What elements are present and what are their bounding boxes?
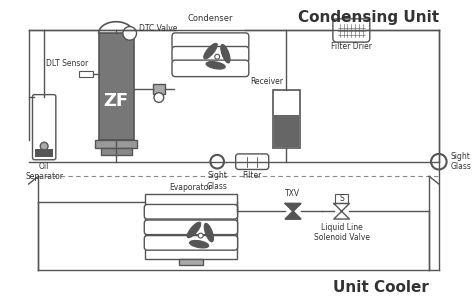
FancyBboxPatch shape xyxy=(144,236,237,250)
Text: Sight
Glass: Sight Glass xyxy=(207,172,228,191)
Circle shape xyxy=(123,27,137,40)
Bar xyxy=(335,194,348,204)
Text: DTC Valve: DTC Valve xyxy=(139,24,178,33)
Circle shape xyxy=(210,155,224,169)
Text: Sight
Glass: Sight Glass xyxy=(450,152,471,172)
Text: DLT Sensor: DLT Sensor xyxy=(46,59,89,68)
Ellipse shape xyxy=(190,240,209,248)
Text: Condenser: Condenser xyxy=(188,14,233,23)
Circle shape xyxy=(431,154,447,169)
FancyBboxPatch shape xyxy=(144,204,237,219)
FancyBboxPatch shape xyxy=(144,220,237,235)
FancyBboxPatch shape xyxy=(172,33,249,50)
Bar xyxy=(179,259,202,265)
Circle shape xyxy=(40,142,48,150)
Bar xyxy=(99,34,134,140)
Bar xyxy=(145,194,237,259)
Text: Filter: Filter xyxy=(243,172,262,180)
Bar xyxy=(100,148,132,155)
Circle shape xyxy=(215,54,219,59)
Ellipse shape xyxy=(204,223,213,242)
Polygon shape xyxy=(285,204,301,219)
Bar xyxy=(95,140,137,148)
FancyBboxPatch shape xyxy=(333,19,370,42)
Bar xyxy=(273,115,299,147)
Text: Oil
Separator: Oil Separator xyxy=(25,162,63,181)
Text: Receiver: Receiver xyxy=(250,77,283,86)
Text: Condensing Unit: Condensing Unit xyxy=(298,10,439,25)
Text: S: S xyxy=(339,194,344,203)
Ellipse shape xyxy=(206,62,225,69)
Bar xyxy=(273,90,300,148)
Text: Unit Cooler: Unit Cooler xyxy=(333,280,428,294)
Text: Liquid Line
Solenoid Valve: Liquid Line Solenoid Valve xyxy=(314,223,370,242)
FancyBboxPatch shape xyxy=(172,47,249,63)
Bar xyxy=(79,71,93,77)
FancyBboxPatch shape xyxy=(236,154,269,169)
Text: Filter Drier: Filter Drier xyxy=(331,42,372,51)
FancyBboxPatch shape xyxy=(172,60,249,77)
Circle shape xyxy=(198,233,203,238)
Text: ZF: ZF xyxy=(103,92,128,111)
Bar xyxy=(153,84,164,94)
Text: TXV: TXV xyxy=(285,189,301,198)
Circle shape xyxy=(154,93,164,102)
Text: Evaporator: Evaporator xyxy=(170,183,212,192)
Ellipse shape xyxy=(204,43,217,59)
Ellipse shape xyxy=(187,222,201,238)
Bar xyxy=(36,149,53,157)
Ellipse shape xyxy=(221,44,230,63)
FancyBboxPatch shape xyxy=(33,95,56,160)
